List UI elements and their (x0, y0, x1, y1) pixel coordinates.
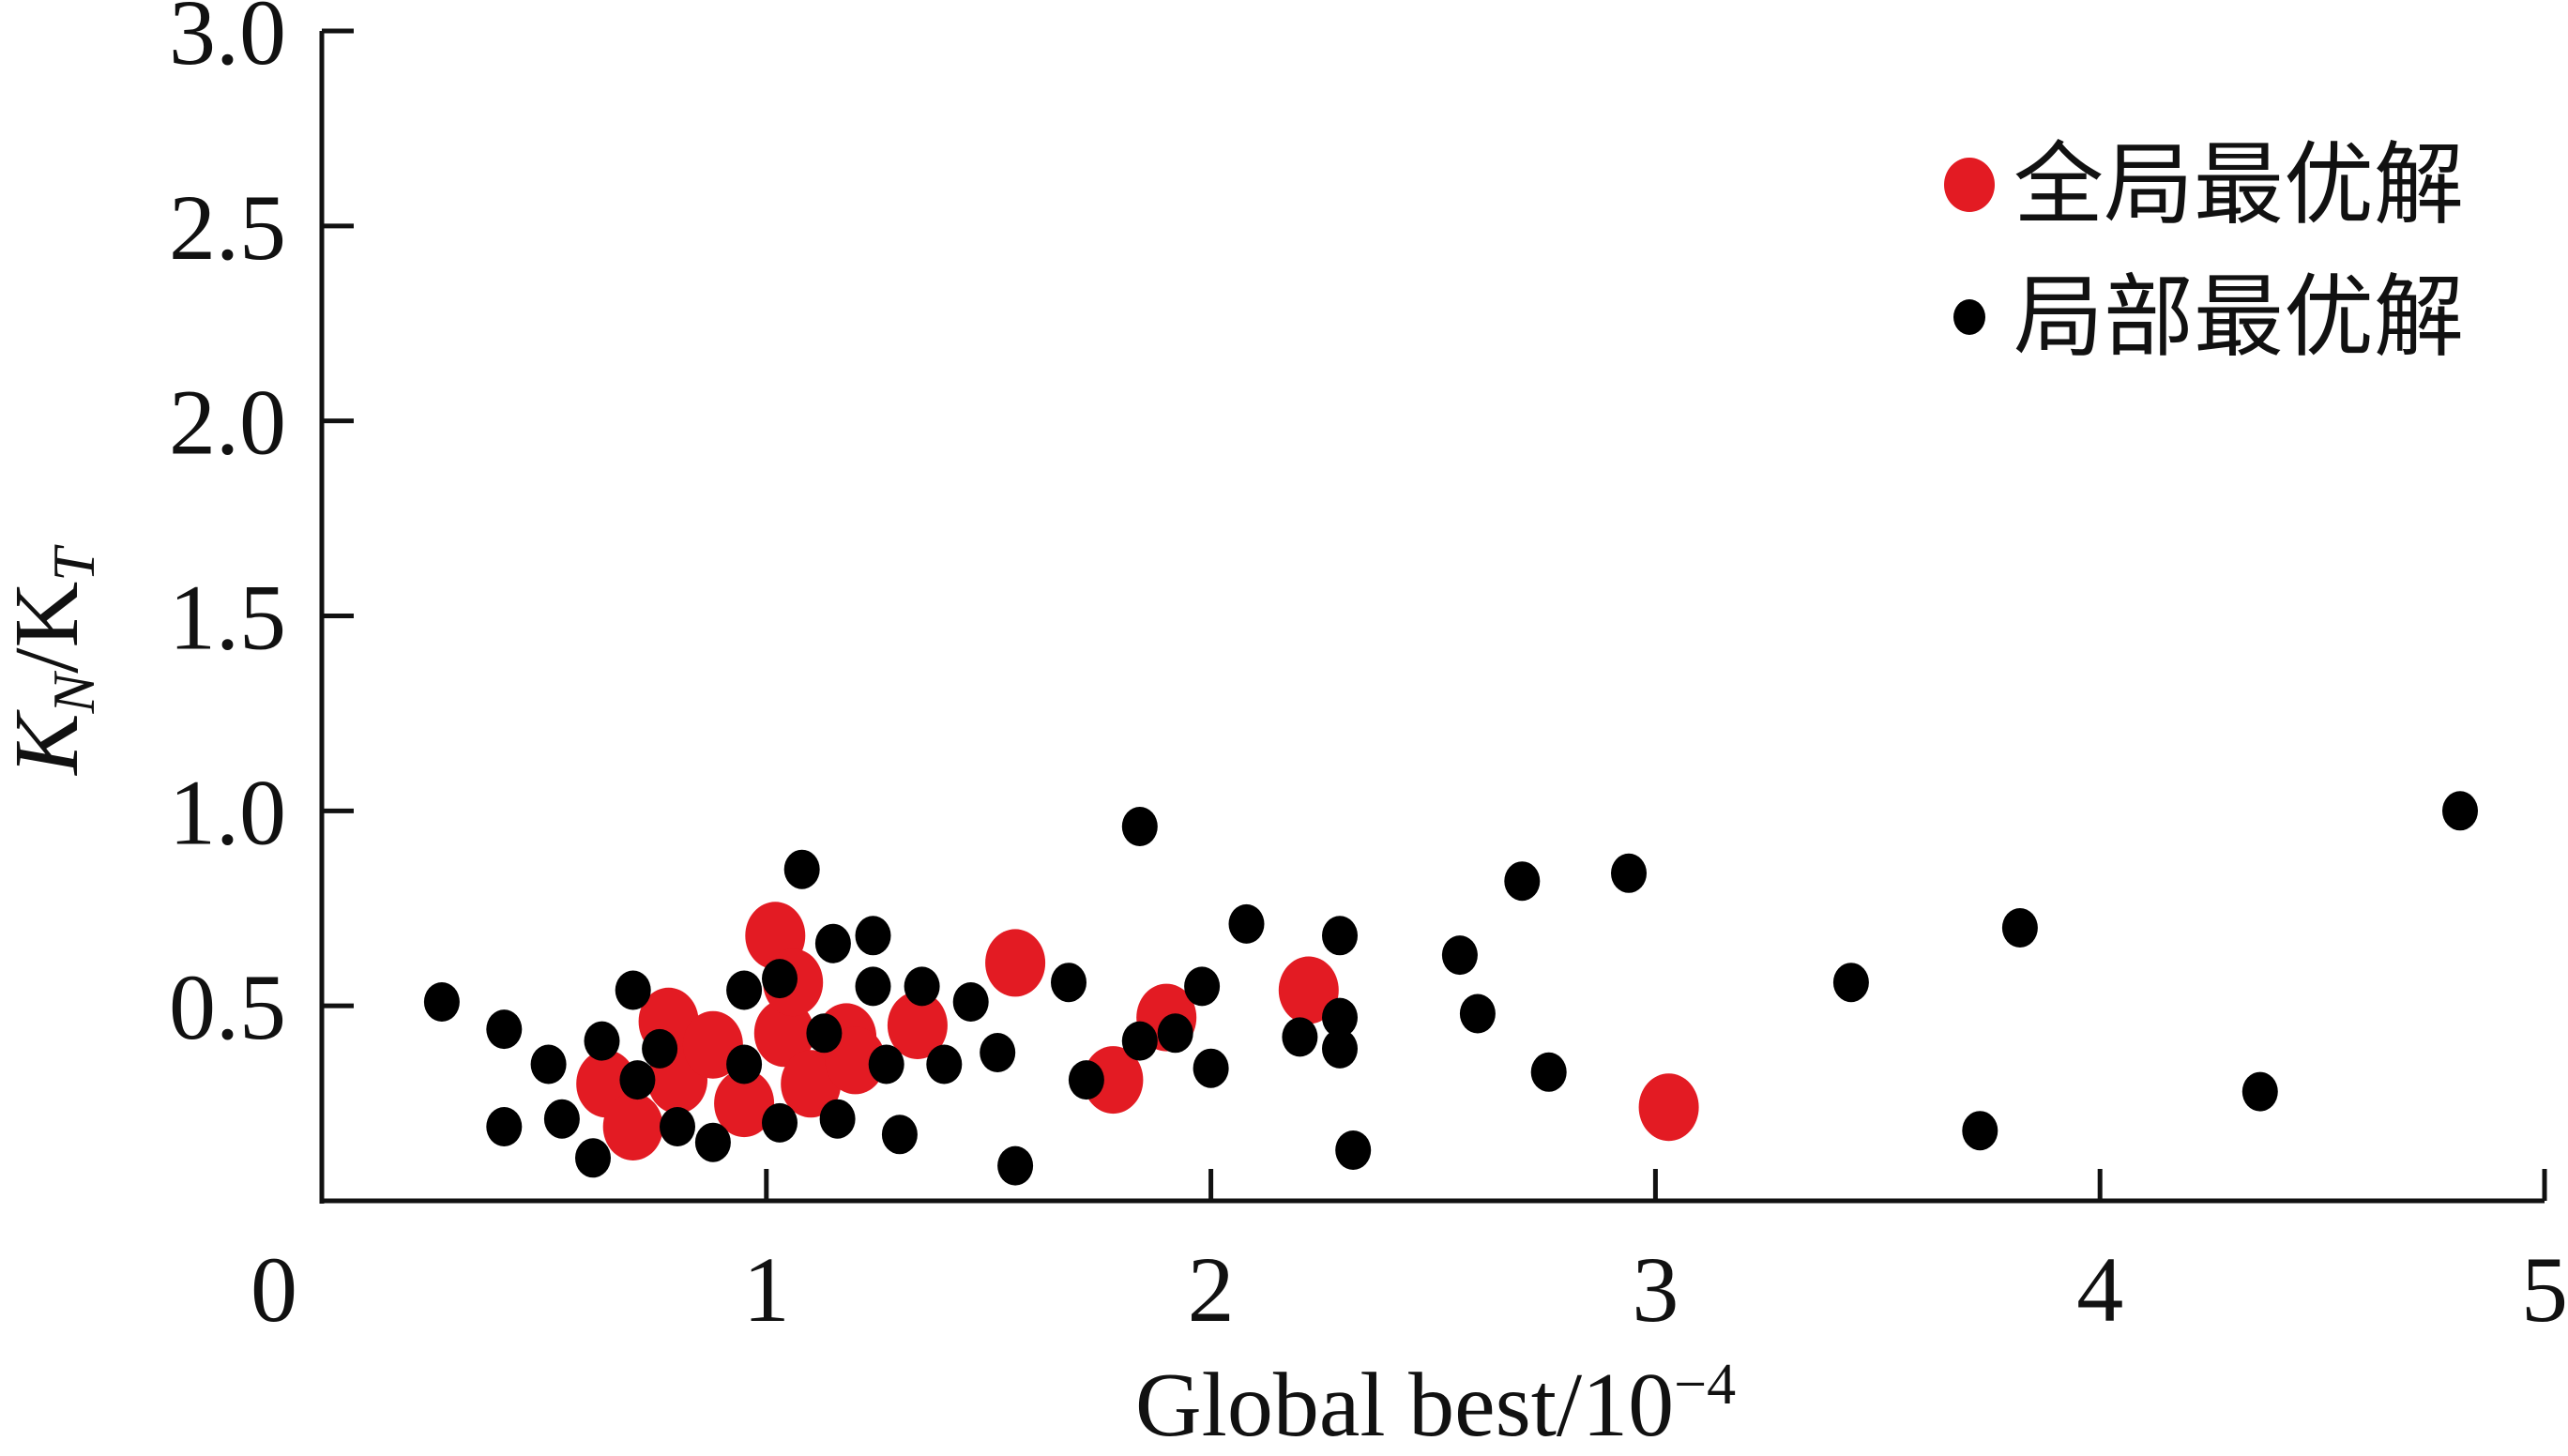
local-optimum-point-42 (1441, 935, 1478, 976)
local-optimum-point-49 (2001, 908, 2038, 948)
y-tick-label-2: 1.5 (169, 566, 286, 670)
local-optimum-point-45 (1530, 1052, 1567, 1092)
local-optimum-point-22 (868, 1044, 904, 1084)
global-optimum-point-12 (887, 992, 948, 1059)
global-optimum-point-11 (825, 1026, 886, 1095)
local-optimum-point-50 (2241, 1071, 2278, 1112)
local-optimum-point-2 (486, 1107, 523, 1146)
local-optimum-point-1 (486, 1009, 523, 1050)
local-optimum-point-12 (726, 970, 763, 1010)
x-tick-label-3: 3 (1632, 1237, 1679, 1342)
global-optimum-point-7 (753, 999, 814, 1068)
legend-marker-local (1953, 299, 1985, 335)
y-axis-title-k: K (0, 709, 98, 777)
local-optimum-point-9 (642, 1028, 678, 1069)
local-optimum-point-14 (762, 959, 798, 999)
global-optimum-point-5 (714, 1069, 775, 1138)
local-optimum-point-47 (1832, 963, 1869, 1003)
y-axis-title: KN/KT (0, 544, 107, 777)
axes-layer: 0 1 2 3 4 5 0.5 1.0 1.5 2.0 2.5 3.0 (169, 0, 2568, 1342)
local-optimum-point-11 (694, 1122, 731, 1162)
local-optimum-point-27 (980, 1033, 1016, 1072)
y-axis-title-slash-k: /K (0, 582, 98, 674)
local-optimum-point-48 (1962, 1111, 1998, 1151)
local-optimum-point-18 (814, 923, 851, 963)
global-optimum-point-13 (985, 929, 1046, 997)
global-optimum-point-1 (602, 1093, 663, 1160)
local-optimum-point-4 (543, 1099, 580, 1139)
local-optimum-point-16 (783, 849, 820, 889)
local-optimum-point-7 (615, 970, 651, 1010)
local-optimum-point-5 (575, 1138, 611, 1178)
local-optimum-point-15 (762, 1102, 798, 1143)
points-layer (423, 791, 2478, 1186)
local-optimum-point-30 (1068, 1060, 1104, 1100)
y-tick-label-0: 0.5 (169, 955, 286, 1059)
local-optimum-point-13 (726, 1044, 763, 1084)
x-axis-title: Global best/10−4 (1135, 1353, 1736, 1451)
y-axis-title-sub-t: T (40, 544, 107, 582)
local-optimum-point-21 (855, 966, 891, 1007)
local-optimum-point-33 (1157, 1013, 1193, 1054)
x-tick-label-5: 5 (2521, 1237, 2568, 1342)
local-optimum-point-8 (619, 1060, 656, 1100)
local-optimum-point-20 (855, 916, 891, 956)
local-optimum-point-37 (1282, 1017, 1318, 1057)
y-axis-title-sub-n: N (40, 670, 107, 714)
local-optimum-point-23 (881, 1115, 918, 1155)
x-tick-label-1: 1 (743, 1237, 790, 1342)
local-optimum-point-17 (806, 1013, 843, 1054)
local-optimum-point-41 (1335, 1130, 1372, 1170)
local-optimum-point-43 (1459, 993, 1496, 1034)
legend-label-global: 全局最优解 (2013, 135, 2464, 235)
local-optimum-point-34 (1184, 966, 1221, 1007)
local-optimum-point-3 (530, 1044, 567, 1084)
local-optimum-point-24 (904, 966, 940, 1007)
local-optimum-point-44 (1504, 861, 1541, 902)
global-optimum-point-16 (1278, 956, 1339, 1024)
local-optimum-point-36 (1228, 903, 1265, 944)
y-tick-label-1: 1.0 (169, 760, 286, 864)
x-axis-title-superscript: −4 (1674, 1353, 1736, 1417)
x-tick-label-2: 2 (1188, 1237, 1235, 1342)
y-tick-label-3: 2.0 (169, 371, 286, 475)
x-tick-label-0: 0 (251, 1237, 297, 1342)
local-optimum-point-26 (952, 982, 989, 1022)
local-optimum-point-10 (660, 1107, 695, 1146)
local-optimum-point-38 (1322, 916, 1358, 956)
global-optimum-point-17 (1638, 1073, 1699, 1142)
local-optimum-point-25 (926, 1044, 963, 1084)
y-tick-label-5: 3.0 (169, 0, 286, 84)
local-optimum-point-40 (1322, 1028, 1358, 1069)
local-optimum-point-6 (584, 1021, 620, 1061)
local-optimum-point-19 (819, 1099, 856, 1139)
legend-marker-global (1944, 158, 1995, 212)
local-optimum-point-29 (1051, 963, 1086, 1003)
local-optimum-point-28 (997, 1145, 1034, 1186)
local-optimum-point-39 (1322, 997, 1358, 1038)
local-optimum-point-46 (1611, 853, 1647, 893)
local-optimum-point-35 (1193, 1048, 1229, 1088)
local-optimum-point-0 (423, 982, 460, 1022)
global-optimum-point-14 (1083, 1046, 1144, 1115)
local-optimum-point-51 (2442, 791, 2478, 831)
x-axis-title-text: Global best/10 (1135, 1355, 1674, 1451)
x-tick-label-4: 4 (2076, 1237, 2123, 1342)
local-optimum-point-32 (1121, 1021, 1158, 1061)
y-tick-label-4: 2.5 (169, 175, 286, 280)
local-optimum-point-31 (1121, 807, 1158, 846)
legend-label-local: 局部最优解 (2013, 267, 2464, 368)
